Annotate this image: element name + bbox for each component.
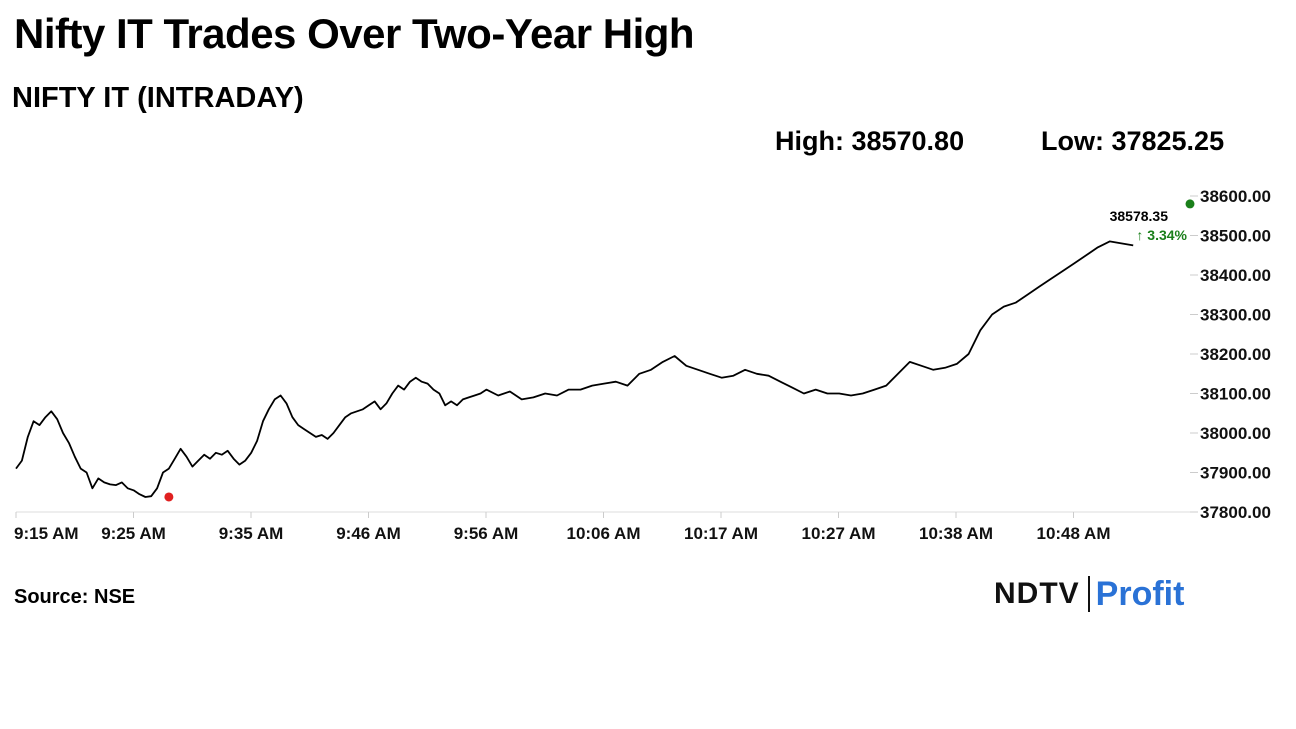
y-tick-label: 38500.00 xyxy=(1200,227,1271,246)
y-tick-label: 38100.00 xyxy=(1200,385,1271,404)
headline: Nifty IT Trades Over Two-Year High xyxy=(14,10,695,57)
x-tick-label: 10:27 AM xyxy=(801,524,875,543)
y-tick-label: 38000.00 xyxy=(1200,424,1271,443)
y-axis: 37800.00 37900.00 38000.00 38100.00 38200.00… xyxy=(1190,187,1271,522)
x-axis: 9:15 AM 9:25 AM 9:35 AM 9:46 AM 9:56 AM 10:06… xyxy=(14,511,1192,543)
x-tick-label: 10:17 AM xyxy=(684,524,758,543)
x-tick-label: 10:06 AM xyxy=(566,524,640,543)
y-tick-label: 38300.00 xyxy=(1200,306,1271,325)
x-tick-label: 9:56 AM xyxy=(454,524,519,543)
ndtv-profit-logo: NDTV Profit xyxy=(994,572,1184,616)
series-line-nifty-it xyxy=(15,240,1134,498)
y-tick-label: 38200.00 xyxy=(1200,345,1271,364)
x-tick-label: 10:48 AM xyxy=(1036,524,1110,543)
day-low-stat: Low: 37825.25 xyxy=(1041,126,1225,156)
x-tick-label: 9:15 AM xyxy=(14,524,79,543)
day-low-marker xyxy=(164,492,174,502)
intraday-line-chart: 9:15 AM 9:25 AM 9:35 AM 9:46 AM 9:56 AM 10:06… xyxy=(14,187,1271,543)
x-tick-label: 9:46 AM xyxy=(336,524,401,543)
y-tick-label: 38600.00 xyxy=(1200,187,1271,206)
x-tick-label: 9:25 AM xyxy=(101,524,166,543)
y-tick-label: 37900.00 xyxy=(1200,464,1271,483)
logo-ndtv-text: NDTV xyxy=(994,577,1080,610)
logo-divider xyxy=(1087,576,1090,612)
x-tick-label: 9:35 AM xyxy=(219,524,284,543)
chart-subtitle: NIFTY IT (INTRADAY) xyxy=(12,82,304,114)
day-high-marker xyxy=(1185,199,1195,209)
change-percent-label: ↑ 3.34% xyxy=(1136,227,1187,243)
y-tick-label: 37800.00 xyxy=(1200,503,1271,522)
day-high-stat: High: 38570.80 xyxy=(775,126,965,156)
logo-profit-text: Profit xyxy=(1095,574,1185,613)
y-tick-label: 38400.00 xyxy=(1200,266,1271,285)
x-tick-label: 10:38 AM xyxy=(919,524,993,543)
source-note: Source: NSE xyxy=(14,586,136,608)
last-price-label: 38578.35 xyxy=(1110,208,1169,224)
